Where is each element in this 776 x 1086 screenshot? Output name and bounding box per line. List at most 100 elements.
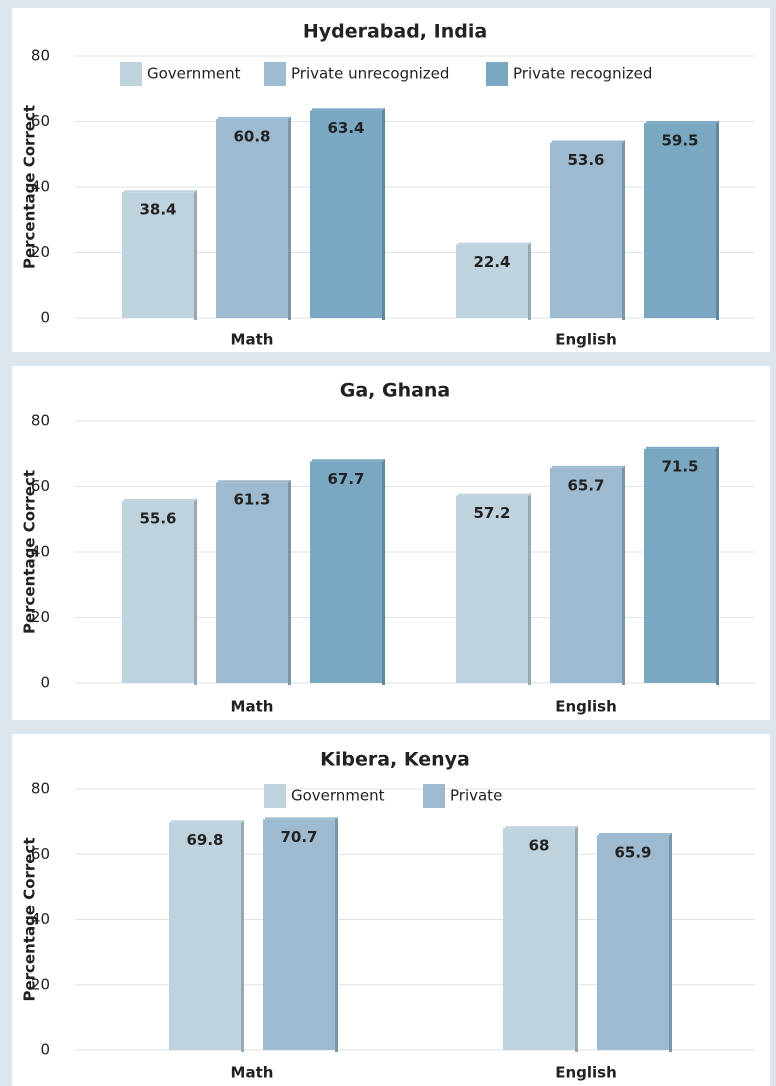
y-tick-label: 20 (31, 608, 50, 626)
bar (456, 244, 528, 318)
data-label: 61.3 (233, 491, 270, 509)
data-label: 63.4 (327, 119, 364, 137)
chart-title: Hyderabad, India (303, 21, 487, 43)
y-tick-label: 0 (40, 309, 50, 327)
data-label: 55.6 (139, 509, 176, 527)
data-label: 71.5 (661, 457, 698, 475)
x-tick-label: Math (231, 1064, 274, 1082)
bar-side (575, 826, 578, 1052)
bar-top (218, 480, 290, 483)
data-label: 57.2 (473, 504, 510, 522)
bar (122, 192, 194, 318)
legend-swatch (264, 62, 286, 86)
data-label: 68 (529, 837, 550, 855)
chart-title: Ga, Ghana (340, 380, 451, 402)
y-tick-label: 60 (31, 112, 50, 130)
y-tick-label: 40 (31, 178, 50, 196)
bar-side (194, 498, 197, 685)
bar (310, 110, 382, 319)
bar-top (646, 446, 718, 449)
legend-label: Private recognized (513, 65, 652, 83)
data-label: 59.5 (661, 132, 698, 150)
bar-side (288, 480, 291, 685)
bar (503, 828, 575, 1050)
bar-side (194, 190, 197, 320)
bar-side (716, 121, 719, 320)
y-tick-label: 0 (40, 1041, 50, 1059)
y-tick-label: 60 (31, 477, 50, 495)
legend-label: Private unrecognized (291, 65, 449, 83)
legend-label: Government (291, 787, 385, 805)
bar-side (622, 465, 625, 685)
legend-label: Government (147, 65, 241, 83)
data-label: 67.7 (327, 470, 364, 488)
bar-top (171, 820, 243, 823)
bar (169, 822, 241, 1050)
y-axis-label: Percentage Correct (21, 105, 39, 269)
bar (263, 819, 335, 1050)
bar-top (646, 121, 718, 124)
bar-top (505, 826, 577, 829)
x-tick-label: English (555, 698, 617, 716)
y-tick-label: 40 (31, 910, 50, 928)
bar-side (382, 108, 385, 321)
y-tick-label: 20 (31, 975, 50, 993)
bar (550, 142, 622, 318)
bar-side (335, 817, 338, 1052)
legend-swatch (486, 62, 508, 86)
legend-swatch (264, 784, 286, 808)
data-label: 65.7 (567, 476, 604, 494)
bar (122, 500, 194, 683)
bar (550, 467, 622, 683)
x-tick-label: English (555, 1064, 617, 1082)
bar-side (622, 140, 625, 320)
bar-top (124, 498, 196, 501)
bar (216, 118, 288, 318)
bar-top (458, 242, 530, 245)
y-axis-label: Percentage Correct (21, 837, 39, 1001)
bar-top (552, 140, 624, 143)
y-axis-label: Percentage Correct (21, 470, 39, 634)
data-label: 53.6 (567, 151, 604, 169)
bar-side (528, 242, 531, 320)
bar (644, 123, 716, 318)
legend-swatch (423, 784, 445, 808)
y-tick-label: 20 (31, 243, 50, 261)
data-label: 70.7 (280, 828, 317, 846)
bar-side (528, 493, 531, 685)
bar-top (312, 108, 384, 111)
bar-top (218, 116, 290, 119)
bar-top (265, 817, 337, 820)
chart-title: Kibera, Kenya (320, 749, 470, 771)
bar (456, 495, 528, 683)
data-label: 65.9 (614, 844, 651, 862)
bar-top (599, 833, 671, 836)
y-tick-label: 0 (40, 674, 50, 692)
x-tick-label: English (555, 331, 617, 349)
bar-side (288, 116, 291, 320)
bar-side (669, 833, 672, 1052)
legend-label: Private (450, 787, 502, 805)
bar-side (241, 820, 244, 1052)
bar-top (458, 493, 530, 496)
x-tick-label: Math (231, 698, 274, 716)
bar-side (382, 459, 385, 685)
bar-top (124, 190, 196, 193)
data-label: 69.8 (186, 831, 223, 849)
data-label: 60.8 (233, 127, 270, 145)
data-label: 22.4 (473, 253, 510, 271)
legend-swatch (120, 62, 142, 86)
y-tick-label: 80 (31, 780, 50, 798)
bar (310, 461, 382, 683)
bar-top (312, 459, 384, 462)
y-tick-label: 80 (31, 412, 50, 430)
y-tick-label: 60 (31, 845, 50, 863)
bar-side (716, 446, 719, 685)
bar-top (552, 465, 624, 468)
data-label: 38.4 (139, 201, 176, 219)
bar (644, 448, 716, 683)
y-tick-label: 80 (31, 47, 50, 65)
x-tick-label: Math (231, 331, 274, 349)
y-tick-label: 40 (31, 543, 50, 561)
